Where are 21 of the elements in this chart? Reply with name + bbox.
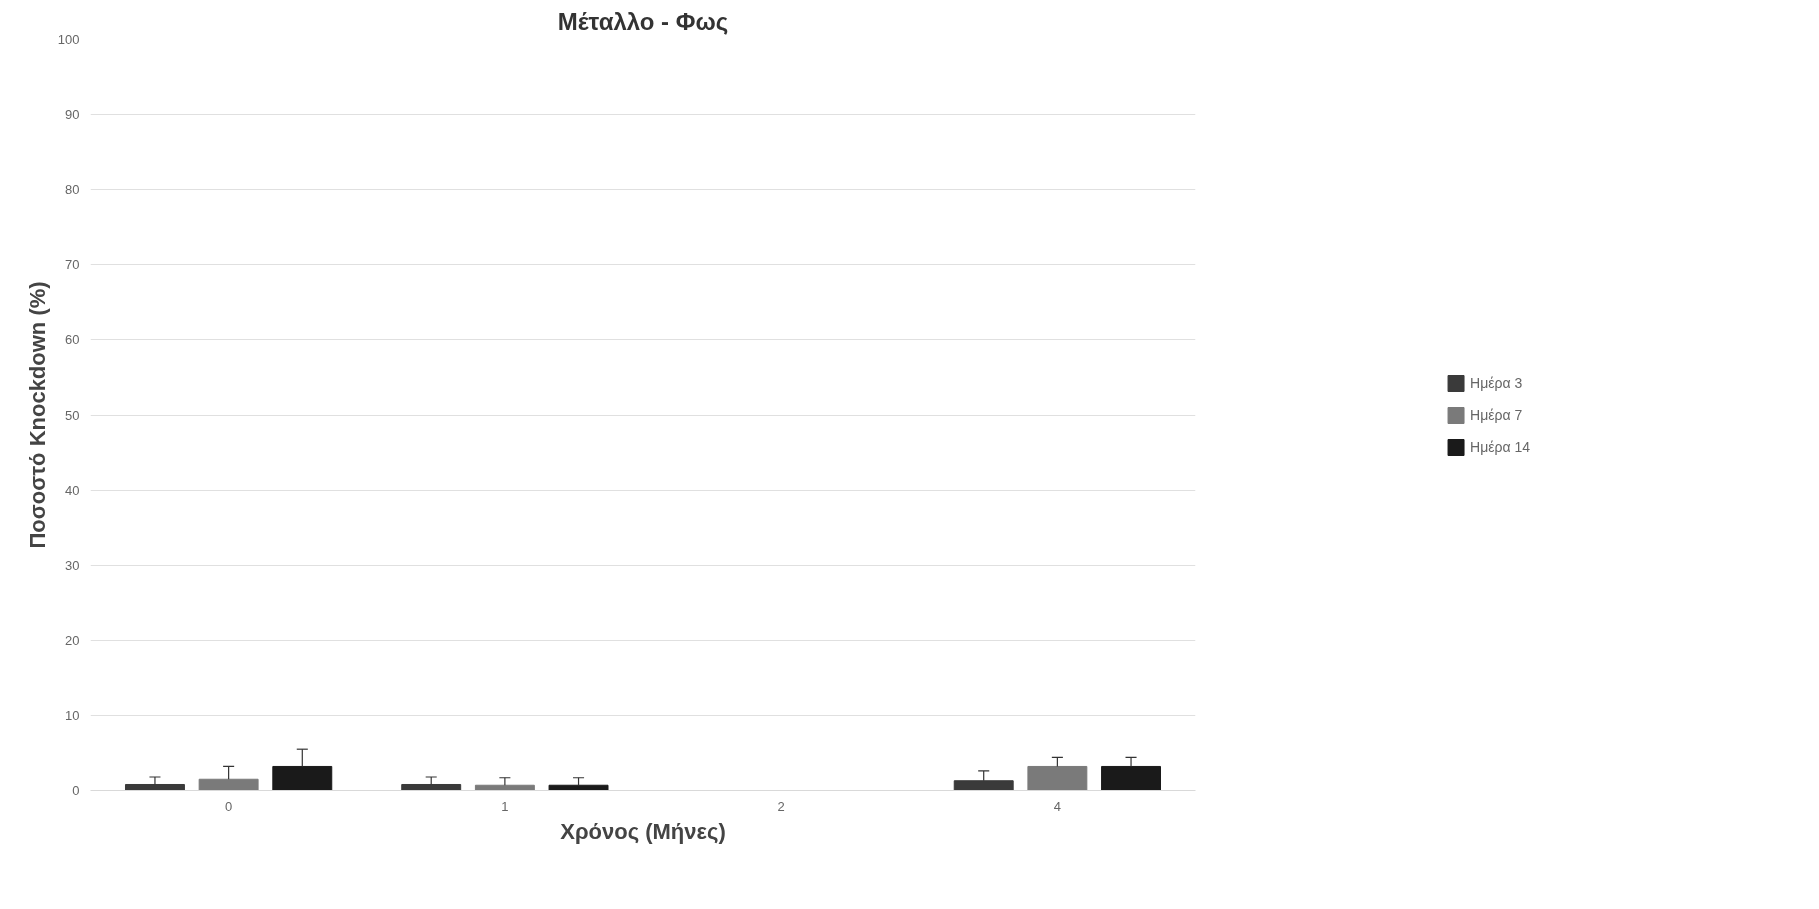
y-tick-label: 30 [65,557,80,573]
x-tick-label: 1 [501,798,509,814]
chart-title: Μέταλλο - Φως [557,7,729,35]
y-tick-label: 20 [65,632,80,648]
x-tick-label: 2 [777,798,785,814]
legend-label: Ημέρα 3 [1470,374,1523,391]
y-tick-label: 60 [65,332,80,348]
y-tick-label: 50 [65,407,80,423]
x-axis-title: Χρόνος (Μήνες) [560,818,726,844]
y-tick-label: 80 [65,182,80,198]
x-tick-label: 0 [225,798,233,814]
legend-label: Ημέρα 14 [1470,438,1530,455]
y-tick-label: 10 [65,707,80,723]
y-tick-label: 0 [72,783,80,798]
x-tick-label: 4 [1053,798,1061,814]
y-axis-title: Ποσοστό Knockdown (%) [24,281,50,549]
legend-label: Ημέρα 7 [1470,406,1523,423]
y-tick-label: 90 [65,107,80,123]
y-tick-label: 100 [57,32,80,47]
y-tick-label: 70 [65,257,80,273]
y-tick-label: 40 [65,482,80,498]
